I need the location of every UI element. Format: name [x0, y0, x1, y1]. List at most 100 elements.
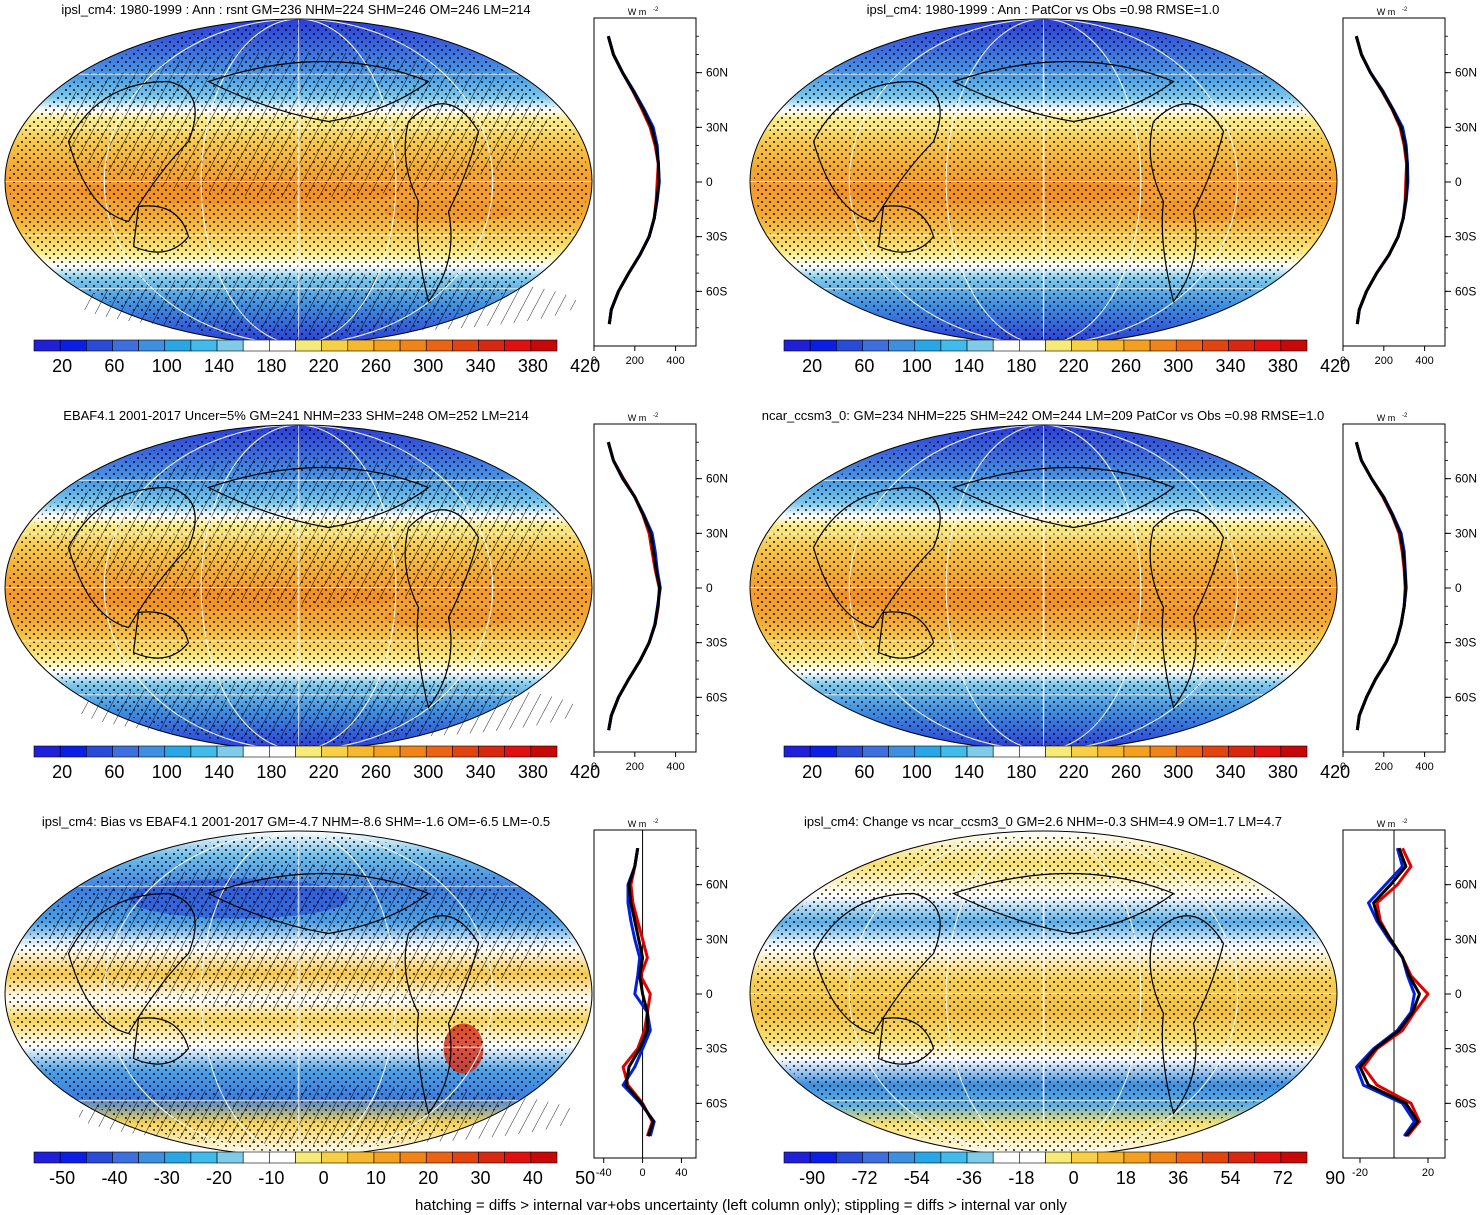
colorbar-box — [1280, 1151, 1308, 1164]
profile-lat-label: 0 — [1455, 175, 1462, 189]
profile-frame — [1342, 17, 1446, 347]
profile-x-label: 200 — [626, 761, 644, 773]
profile-lat-label: 60S — [1455, 1096, 1476, 1110]
colorbar-box — [1019, 1151, 1046, 1164]
colorbar-label: 60 — [104, 762, 124, 782]
colorbar-box — [1019, 339, 1046, 352]
map-coastline — [877, 611, 935, 659]
colorbar-box — [425, 339, 453, 352]
profile-lat-label: 30S — [1455, 230, 1476, 244]
colorbar-box — [862, 745, 889, 758]
colorbar-box — [1149, 339, 1177, 352]
panel-middle-right: ncar_ccsm3_0: GM=234 NHM=225 SHM=242 OM=… — [749, 408, 1477, 782]
colorbar-label: -10 — [258, 1168, 284, 1188]
map-coastline — [812, 892, 941, 1035]
profile-lat-label: 0 — [1455, 581, 1462, 595]
colorbar-box — [783, 745, 811, 758]
colorbar-box — [783, 1151, 811, 1164]
figure-footer: hatching = diffs > internal var+obs unce… — [415, 1197, 1067, 1214]
colorbar-label: 100 — [902, 356, 932, 376]
colorbar-box — [888, 745, 916, 758]
colorbar-box — [966, 1151, 994, 1164]
profile-frame — [593, 829, 697, 1159]
profile-lat-label: 30N — [706, 120, 728, 134]
colorbar-box — [425, 745, 453, 758]
colorbar-box — [504, 339, 532, 352]
profile-lat-label: 30N — [706, 526, 728, 540]
map-meridian — [1042, 18, 1045, 345]
profile-unit-exponent: -2 — [1402, 7, 1408, 13]
map-coastline — [206, 60, 430, 123]
profile-x-label: 0 — [1340, 355, 1346, 367]
map-coastline — [404, 103, 480, 303]
colorbar-label: 220 — [1059, 762, 1089, 782]
colorbar-label: 100 — [902, 762, 932, 782]
colorbar-label: 420 — [1320, 356, 1350, 376]
map-hatching — [78, 1086, 578, 1145]
colorbar-box — [295, 1151, 322, 1164]
profile-x-label: -20 — [1352, 1167, 1368, 1179]
colorbar-box — [321, 745, 349, 758]
colorbar-box — [835, 745, 863, 758]
colorbar-box — [190, 745, 218, 758]
colorbar-box — [112, 745, 139, 758]
colorbar-label: 0 — [1069, 1168, 1079, 1188]
profile-x-label: 200 — [1375, 761, 1393, 773]
colorbar-box — [190, 1151, 218, 1164]
panel-bottom-left: ipsl_cm4: Bias vs EBAF4.1 2001-2017 GM=-… — [4, 814, 728, 1188]
profile-x-label: 400 — [666, 355, 684, 367]
colorbar-box — [59, 339, 87, 352]
colorbar-label: 20 — [418, 1168, 438, 1188]
colorbar-box — [835, 339, 863, 352]
profile-lat-label: 30N — [1455, 120, 1477, 134]
profile-lat-label: 30S — [706, 230, 727, 244]
colorbar-label: 420 — [1320, 762, 1350, 782]
colorbar-box — [452, 745, 479, 758]
colorbar-box — [59, 745, 87, 758]
colorbar-label: 50 — [575, 1168, 595, 1188]
colorbar-box — [809, 339, 837, 352]
colorbar-box — [269, 1151, 296, 1164]
colorbar-label: 180 — [256, 762, 286, 782]
colorbar-box — [399, 339, 427, 352]
map-coastline — [951, 60, 1175, 123]
profile-unit-exponent: -2 — [653, 7, 659, 13]
profile-x-label: 400 — [1415, 355, 1433, 367]
profile-lat-label: 60S — [706, 284, 727, 298]
profile-lat-label: 0 — [706, 581, 713, 595]
colorbar-box — [992, 745, 1020, 758]
colorbar-box — [1123, 339, 1151, 352]
colorbar-box — [966, 339, 994, 352]
profile-x-label: -40 — [596, 1167, 612, 1179]
panel-title: ncar_ccsm3_0: GM=234 NHM=225 SHM=242 OM=… — [762, 408, 1325, 423]
colorbar-box — [478, 1151, 505, 1164]
colorbar-box — [86, 745, 113, 758]
colorbar-box — [1123, 1151, 1151, 1164]
colorbar-label: 60 — [104, 356, 124, 376]
map-coastline — [206, 872, 430, 935]
colorbar-box — [1228, 1151, 1256, 1164]
map-hatching — [78, 680, 578, 739]
colorbar-label: 180 — [1006, 762, 1036, 782]
panel-title: ipsl_cm4: Change vs ncar_ccsm3_0 GM=2.6 … — [804, 814, 1282, 829]
profile-unit-label: W m — [1377, 7, 1396, 17]
colorbar-box — [888, 1151, 916, 1164]
colorbar-box — [321, 1151, 349, 1164]
colorbar-label: 300 — [1163, 762, 1193, 782]
colorbar-label: 60 — [854, 356, 874, 376]
colorbar-label: 340 — [466, 762, 496, 782]
colorbar-label: 220 — [1059, 356, 1089, 376]
colorbar-box — [1045, 1151, 1072, 1164]
profile-x-label: 400 — [666, 761, 684, 773]
profile-lat-label: 0 — [706, 175, 713, 189]
colorbar-label: 300 — [413, 356, 443, 376]
colorbar-box — [1071, 745, 1099, 758]
colorbar-box — [1149, 745, 1177, 758]
colorbar-box — [530, 745, 558, 758]
map-coastline — [67, 486, 196, 629]
colorbar-label: 20 — [52, 762, 72, 782]
map-coastline — [132, 1017, 190, 1065]
colorbar-box — [966, 745, 994, 758]
profile-unit-label: W m — [628, 819, 647, 829]
colorbar-label: 340 — [466, 356, 496, 376]
